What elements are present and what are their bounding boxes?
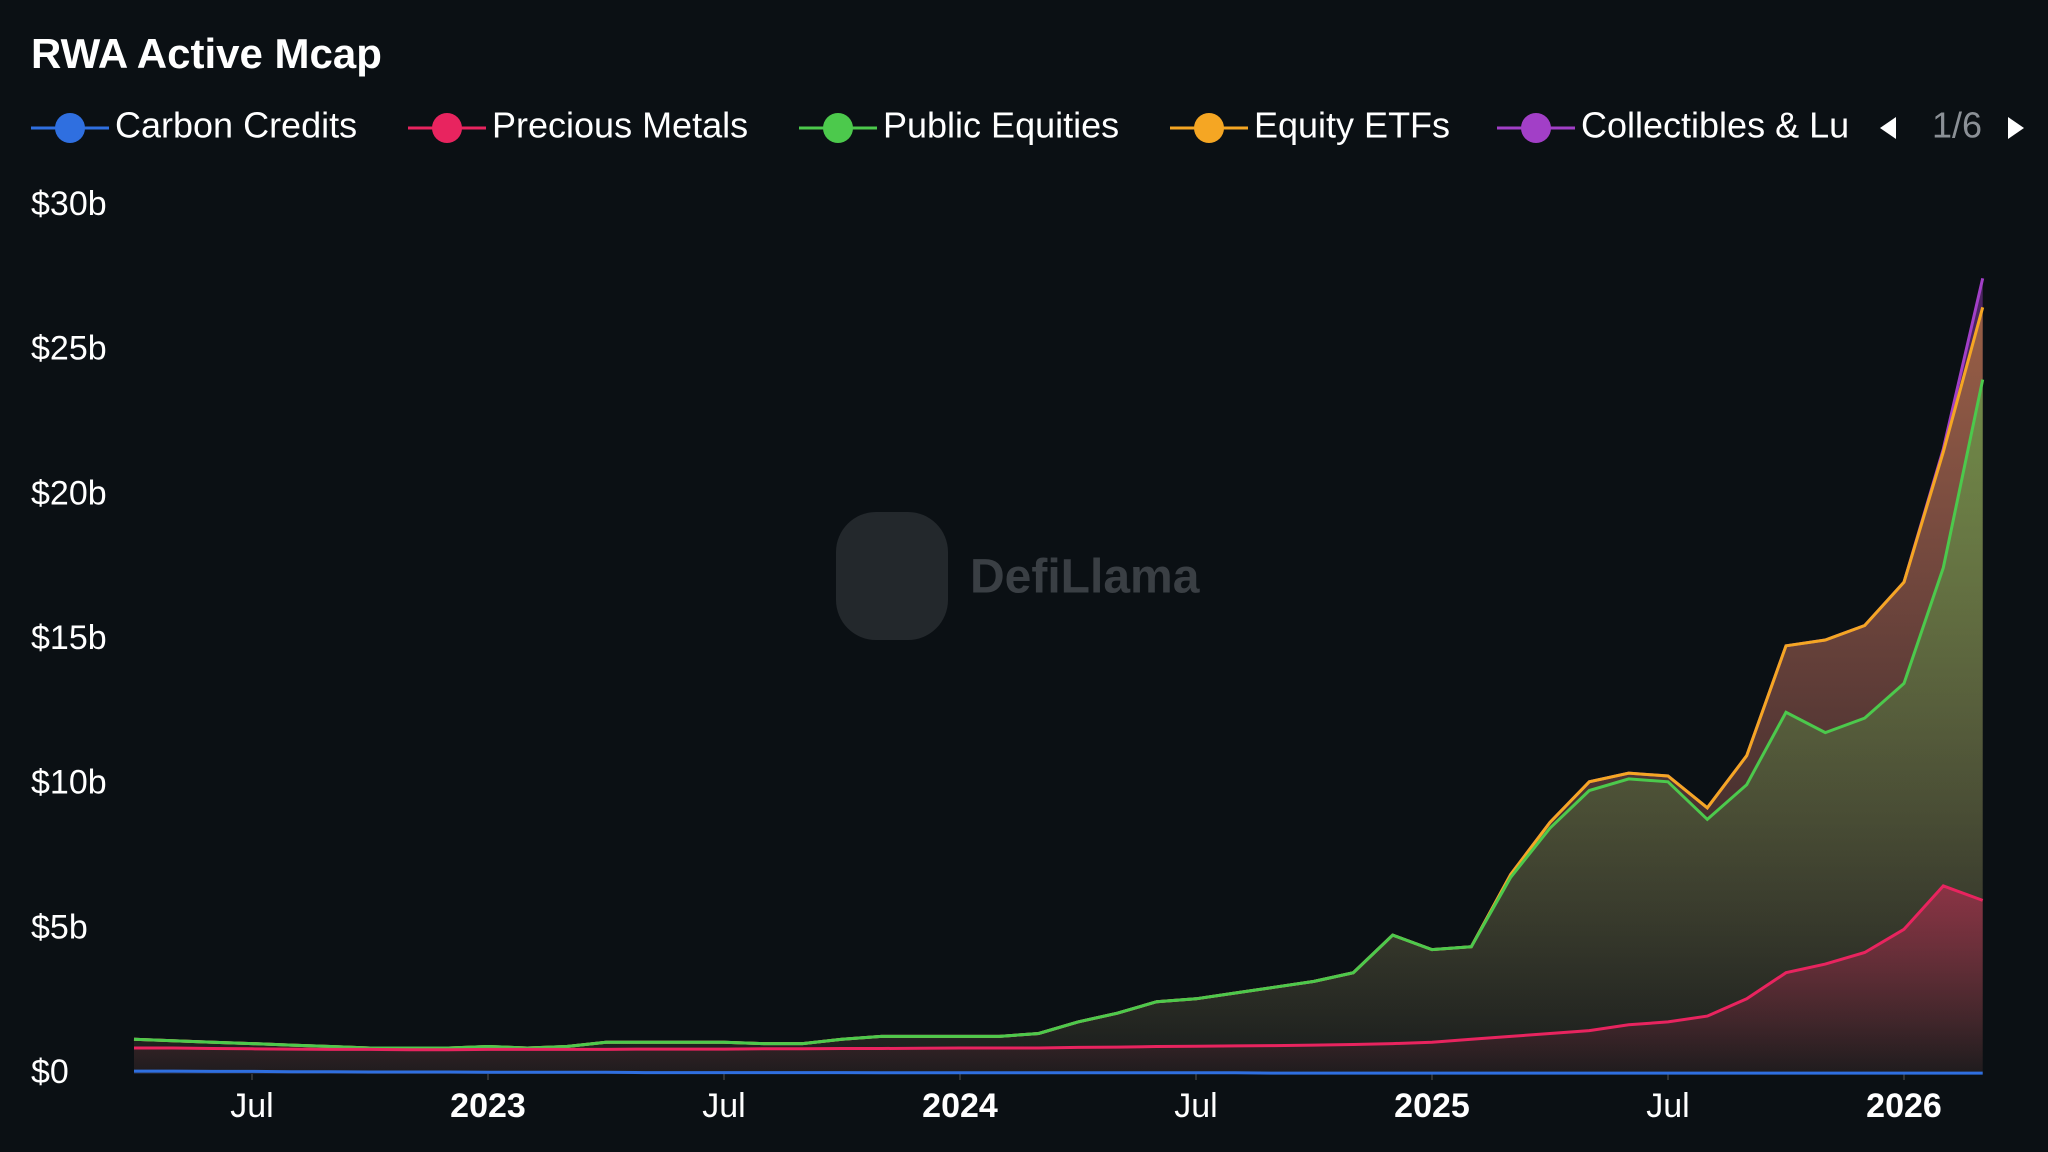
series-line — [133, 379, 1985, 1050]
series-area — [134, 885, 1983, 1074]
y-tick-label: $30b — [31, 185, 107, 223]
legend-next[interactable] — [2008, 117, 2024, 139]
y-tick-label: $0 — [31, 1053, 69, 1091]
x-tick-label: Jul — [230, 1087, 273, 1125]
chart-title: RWA Active Mcap — [31, 30, 382, 77]
series-area — [134, 379, 1983, 1075]
y-tick-label: $15b — [31, 619, 107, 657]
legend-label: Equity ETFs — [1254, 105, 1450, 146]
legend-label: Precious Metals — [492, 105, 748, 146]
x-tick-label: Jul — [702, 1087, 745, 1125]
x-tick-label: Jul — [1646, 1087, 1689, 1125]
legend-label: Carbon Credits — [115, 105, 357, 146]
x-tick-label: 2025 — [1394, 1087, 1470, 1125]
legend-dot — [823, 113, 853, 143]
x-tick-label: 2023 — [450, 1087, 526, 1125]
x-tick-label: 2024 — [922, 1087, 998, 1125]
y-tick-label: $25b — [31, 330, 107, 368]
y-tick-label: $10b — [31, 764, 107, 802]
y-tick-label: $5b — [31, 908, 88, 946]
legend-dot — [1521, 113, 1551, 143]
legend-prev[interactable] — [1880, 117, 1896, 139]
y-tick-label: $20b — [31, 474, 107, 512]
legend-label: Public Equities — [883, 105, 1119, 146]
watermark-logo — [836, 512, 948, 640]
plot-area — [133, 277, 1985, 1075]
watermark: DefiLlama — [970, 551, 1200, 604]
legend-dot — [1194, 113, 1224, 143]
legend: Carbon Credits Precious Metals Public Equi… — [31, 105, 1849, 146]
series-line — [134, 884, 1984, 1052]
x-tick-label: 2026 — [1866, 1087, 1942, 1125]
legend-dot — [55, 113, 85, 143]
series-line — [134, 1069, 1983, 1075]
x-tick-label: Jul — [1174, 1087, 1217, 1125]
legend-page: 1/6 — [1932, 105, 1982, 146]
legend-dot — [432, 113, 462, 143]
legend-label: Collectibles & Lu — [1581, 105, 1849, 146]
